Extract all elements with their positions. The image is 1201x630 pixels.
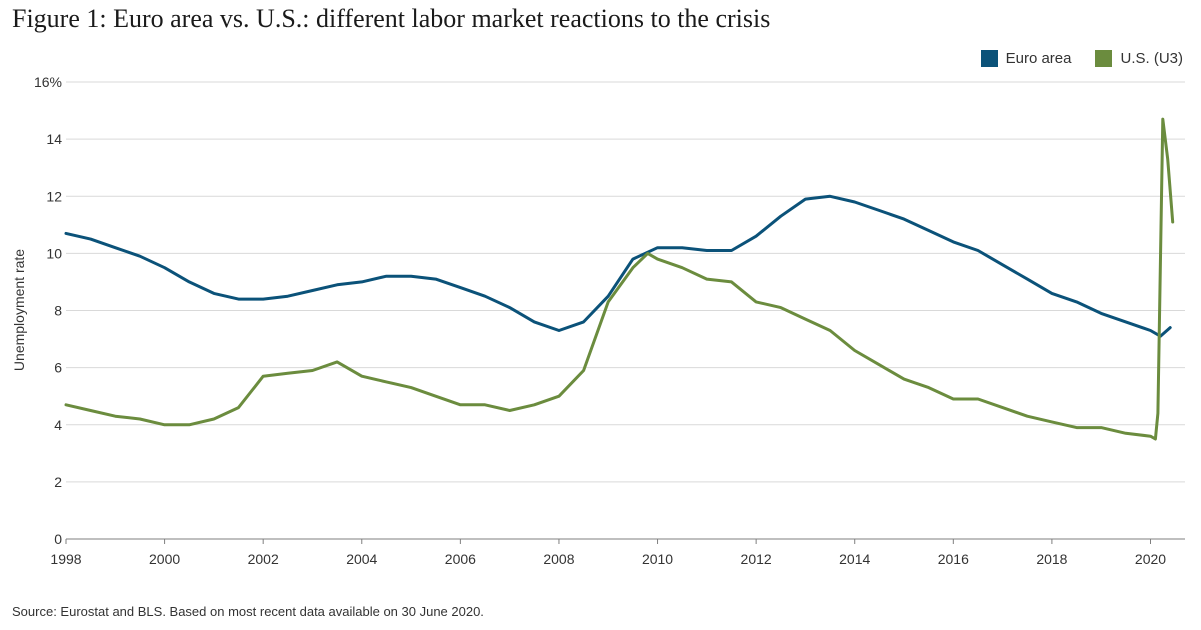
x-tick-label-2002: 2002 (248, 551, 279, 567)
x-tick-label-2000: 2000 (149, 551, 180, 567)
legend-swatch-euro-area (980, 50, 998, 67)
y-tick-label-14: 14 (46, 131, 62, 147)
legend-label-euro-area: Euro area (1005, 50, 1072, 67)
us-u3-line (64, 117, 1175, 441)
y-tick-label-12: 12 (46, 188, 62, 204)
legend-item-euro-area: Euro area (980, 50, 1072, 67)
y-tick-label-10: 10 (46, 245, 62, 261)
chart-title: Figure 1: Euro area vs. U.S.: different … (12, 4, 771, 33)
x-tick-label-1998: 1998 (50, 551, 81, 567)
x-tick-label-2018: 2018 (1036, 551, 1067, 567)
y-tick-label-6: 6 (54, 360, 62, 376)
x-tick-label-2012: 2012 (741, 551, 772, 567)
x-tick-label-2014: 2014 (839, 551, 870, 567)
x-axis: 1998 2000 2002 2004 2006 2008 2010 2012 2014 2016… (50, 538, 1185, 567)
series-lines (64, 117, 1175, 441)
y-axis: 0 2 4 6 8 10 12 14 16% (34, 74, 62, 547)
y-tick-label-2: 2 (54, 474, 62, 490)
x-tick-label-2020: 2020 (1135, 551, 1166, 567)
euro-area-line (64, 194, 1172, 338)
x-tick-label-2004: 2004 (346, 551, 377, 567)
grid-lines (66, 81, 1185, 483)
source-note: Source: Eurostat and BLS. Based on most … (12, 604, 484, 619)
x-tick-label-2008: 2008 (543, 551, 574, 567)
legend-swatch-us (1095, 50, 1113, 67)
x-tick-label-2010: 2010 (642, 551, 673, 567)
y-axis-label: Unemployment rate (11, 249, 27, 371)
legend-item-us: U.S. (U3) (1095, 50, 1183, 67)
y-tick-label-16: 16% (34, 74, 62, 90)
y-tick-label-8: 8 (54, 303, 62, 319)
y-tick-label-0: 0 (54, 531, 62, 547)
chart-legend: Euro area U.S. (U3) (980, 50, 1183, 67)
legend-label-us: U.S. (U3) (1120, 50, 1183, 67)
x-tick-label-2006: 2006 (445, 551, 476, 567)
x-tick-label-2016: 2016 (938, 551, 969, 567)
y-tick-label-4: 4 (54, 417, 62, 433)
